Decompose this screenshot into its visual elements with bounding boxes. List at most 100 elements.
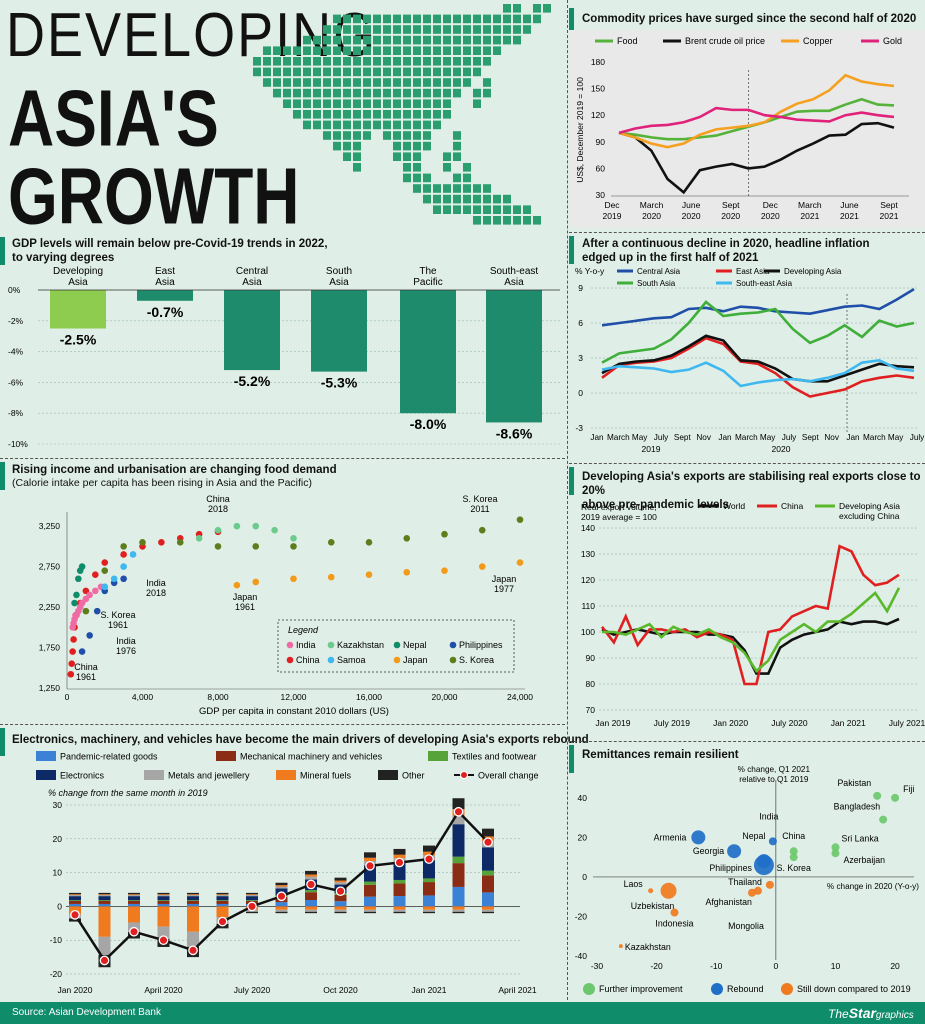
- map-dot: [383, 25, 391, 34]
- drivers-x-tick: Oct 2020: [323, 985, 358, 995]
- map-dot: [383, 88, 391, 98]
- remittances-x-label: % change in 2020 (Y-o-y): [827, 882, 919, 891]
- drivers-stack-segment: [364, 896, 376, 907]
- inflation-title-line2: edged up in the first half of 2021: [582, 252, 759, 264]
- map-dot: [423, 194, 431, 204]
- drivers-stack-segment: [423, 882, 435, 896]
- section-marker: [569, 745, 574, 773]
- remittances-point-label: Bangladesh: [834, 802, 881, 812]
- inflation-year-label: 2020: [772, 444, 791, 454]
- drivers-stack-segment: [98, 906, 111, 937]
- map-dot: [343, 131, 351, 140]
- map-dot: [493, 194, 501, 204]
- remittances-point: [727, 844, 742, 859]
- drivers-stack-segment: [128, 900, 140, 904]
- map-dot: [383, 99, 391, 108]
- remittances-point-label: China: [782, 831, 805, 841]
- map-dot: [403, 131, 411, 140]
- map-dot: [413, 25, 421, 34]
- food-point: [120, 563, 127, 570]
- commodity-x-tick: Dec: [604, 200, 620, 210]
- drivers-stack-segment: [275, 909, 288, 912]
- map-dot: [433, 194, 441, 204]
- map-dot: [473, 57, 481, 66]
- drivers-overall-point: [129, 926, 139, 937]
- drivers-stack-segment: [246, 911, 258, 914]
- inflation-x-tick: March: [863, 433, 886, 442]
- food-annotation: 1961: [76, 672, 96, 682]
- drivers-stack-segment: [452, 815, 465, 825]
- food-x-tick: 20,000: [432, 692, 458, 702]
- map-dot: [433, 57, 441, 66]
- map-dot: [413, 131, 421, 140]
- drivers-x-tick: July 2020: [234, 985, 271, 995]
- remittances-scatter-chart: 40 20 0 -20 -40-30 -20 -10 0 10 20 % change, Q1 20…: [575, 765, 919, 995]
- map-dot: [423, 35, 431, 45]
- map-dot: [373, 120, 381, 130]
- map-dot: [373, 46, 381, 55]
- food-point: [139, 539, 146, 546]
- map-dot: [333, 46, 341, 55]
- map-dot: [313, 120, 321, 130]
- map-dot: [373, 67, 381, 77]
- real-exports-y-tick: 140: [581, 523, 595, 533]
- map-dot: [453, 194, 461, 204]
- drivers-stack-segment: [482, 892, 494, 907]
- map-dot: [313, 67, 321, 77]
- map-dot: [433, 120, 441, 130]
- map-dot: [473, 14, 481, 24]
- commodity-y-label: US$, December 2019 = 100: [575, 77, 585, 183]
- drivers-stack-segment: [482, 828, 494, 837]
- drivers-stack-segment: [216, 900, 229, 901]
- map-dot: [433, 35, 441, 45]
- divider: [569, 741, 925, 742]
- map-dot: [363, 120, 371, 130]
- drivers-stack-segment: [393, 862, 406, 880]
- map-dot: [383, 78, 391, 87]
- drivers-stack-segment: [482, 875, 494, 893]
- asia-map-graphic: [253, 4, 551, 225]
- map-dot: [333, 14, 341, 24]
- food-point: [365, 571, 373, 578]
- drivers-stack-segment: [128, 906, 140, 923]
- map-dot: [393, 120, 401, 130]
- food-legend-swatch: [449, 656, 457, 664]
- drivers-legend-label: Metals and jewellery: [168, 771, 250, 781]
- remittances-x-tick: -10: [710, 961, 723, 971]
- map-dot: [343, 152, 351, 161]
- gdp-bar: [486, 290, 542, 423]
- map-dot: [363, 110, 371, 119]
- drivers-stack-segment: [69, 900, 81, 901]
- map-dot: [323, 120, 331, 130]
- gdp-value-label: -8.0%: [410, 416, 447, 432]
- food-point: [129, 551, 137, 558]
- map-dot: [433, 88, 441, 98]
- drivers-stack-segment: [157, 926, 170, 939]
- gdp-category-label: Asia: [504, 277, 524, 288]
- remittances-x-tick: 0: [773, 961, 778, 971]
- map-dot: [293, 110, 301, 119]
- map-dot: [413, 46, 421, 55]
- drivers-stack-segment: [216, 894, 229, 896]
- footer: Source: Asian Development Bank TheStargr…: [0, 1002, 925, 1024]
- food-scatter-chart: 1,250 1,750 2,250 2,750 3,250 0 4,000 8,000 12,0…: [39, 494, 534, 717]
- drivers-stack-segment: [128, 896, 140, 901]
- map-dot: [493, 46, 501, 55]
- food-point: [93, 607, 101, 615]
- real-exports-x-tick: Jan 2021: [831, 718, 866, 728]
- drivers-stack-segment: [393, 848, 406, 855]
- gdp-category-label: Asia: [242, 277, 262, 288]
- map-dot: [263, 78, 271, 87]
- remittances-y-tick: 0: [582, 872, 587, 882]
- remittances-point-label: Nepal: [742, 831, 765, 841]
- drivers-stack-segment: [452, 798, 465, 810]
- map-dot: [343, 25, 351, 34]
- food-point: [290, 575, 297, 583]
- section-marker: [0, 462, 5, 490]
- map-dot: [443, 14, 451, 24]
- map-dot: [493, 216, 501, 225]
- drivers-stack-segment: [393, 883, 406, 897]
- food-y-tick: 2,250: [39, 602, 61, 612]
- map-dot: [533, 14, 541, 24]
- food-point: [120, 551, 127, 558]
